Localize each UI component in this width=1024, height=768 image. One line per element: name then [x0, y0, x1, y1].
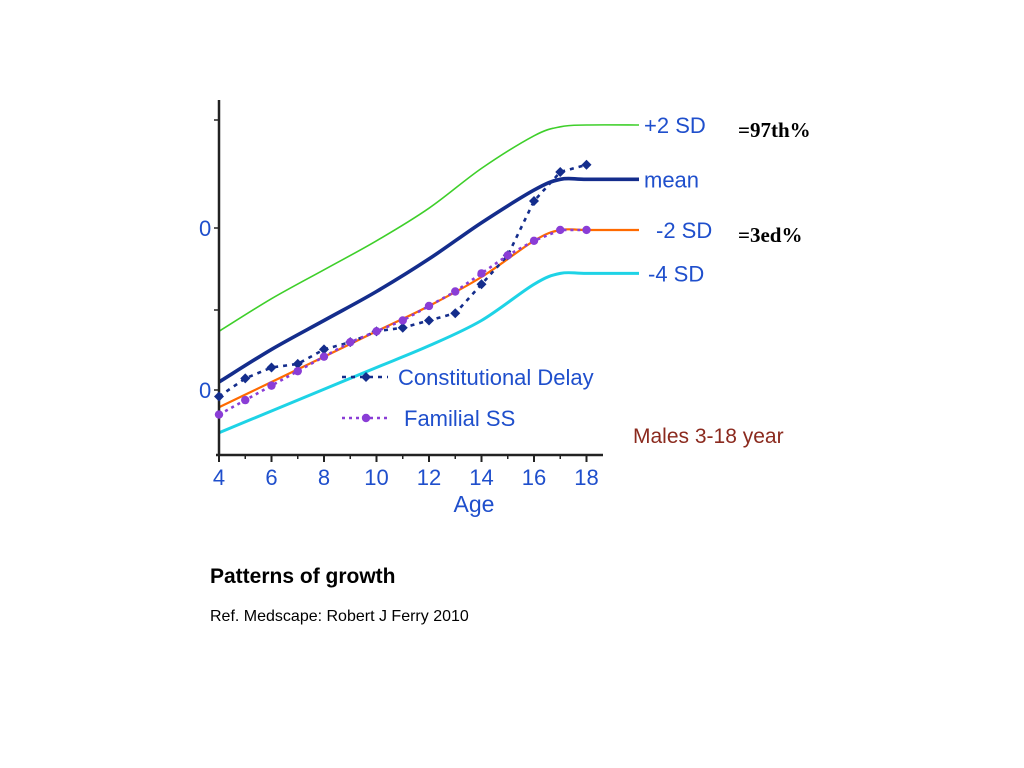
x-tick-label-7: 18 [574, 465, 598, 490]
series-1-point-4 [319, 352, 329, 361]
series-0-point-2 [266, 362, 277, 373]
x-tick-label-0: 4 [213, 465, 225, 490]
reference-curve-0 [218, 124, 640, 332]
series-0-point-9 [450, 308, 461, 319]
curve-annotation-0: =97th% [738, 118, 811, 142]
series-0-point-3 [292, 358, 303, 369]
data-series [214, 159, 592, 419]
growth-chart: 0 0 4 6 8 10 12 14 16 18 Age +2 SD =97th% mean -2 SD =… [199, 100, 811, 517]
series-line-1 [218, 228, 587, 416]
y-tick-label-1: 0 [199, 378, 211, 403]
series-0-point-13 [555, 167, 566, 178]
series-0-point-0 [214, 391, 224, 402]
x-tick-label-2: 8 [318, 465, 330, 490]
series-0-point-12 [529, 196, 539, 206]
caption-title: Patterns of growth [210, 565, 396, 588]
series-1-point-9 [451, 287, 460, 296]
series-0-point-1 [240, 373, 251, 384]
series-0-point-4 [319, 344, 329, 355]
caption-reference: Ref. Medscape: Robert J Ferry 2010 [210, 608, 469, 625]
series-1-point-11 [503, 251, 512, 260]
chart-annotation: Males 3-18 year [633, 425, 784, 448]
legend-marker-0 [361, 372, 371, 382]
legend-label-0: Constitutional Delay [398, 365, 594, 390]
curve-label-1: mean [644, 167, 699, 192]
x-tick-label-4: 12 [417, 465, 441, 490]
series-1-point-13 [556, 225, 565, 235]
series-1-point-1 [241, 395, 250, 405]
legend-label-1: Familial SS [404, 406, 515, 431]
series-1-point-8 [424, 301, 434, 311]
curve-label-3: -4 SD [648, 261, 704, 286]
series-1-point-6 [372, 327, 381, 336]
chart-labels: +2 SD =97th% mean -2 SD =3ed% -4 SD Constituti… [342, 113, 811, 448]
x-tick-label-1: 6 [265, 465, 277, 490]
series-1-point-5 [346, 337, 355, 347]
x-axis-title: Age [454, 491, 495, 517]
legend-marker-1 [361, 413, 371, 423]
x-tick-label-3: 10 [364, 465, 388, 490]
reference-curve-1 [218, 176, 639, 384]
curve-label-0: +2 SD [644, 113, 706, 138]
growth-chart-svg: 0 0 4 6 8 10 12 14 16 18 Age +2 SD =97th% mean -2 SD =… [199, 100, 811, 517]
series-0-point-8 [424, 315, 434, 326]
series-1-point-10 [477, 269, 486, 278]
x-tick-label-5: 14 [469, 465, 493, 490]
reference-curve-3 [218, 271, 639, 435]
series-0-point-14 [581, 159, 592, 170]
x-tick-label-6: 16 [522, 465, 546, 490]
y-tick-label-0: 0 [199, 216, 211, 241]
series-1-point-14 [582, 225, 591, 235]
curve-annotation-2: =3ed% [738, 223, 802, 247]
series-1-point-0 [214, 410, 224, 419]
series-1-point-12 [529, 236, 539, 246]
series-1-point-7 [398, 316, 407, 325]
curve-label-2: -2 SD [656, 218, 712, 243]
series-0-point-7 [397, 322, 408, 333]
series-1-point-3 [293, 366, 302, 376]
axes: 0 0 4 6 8 10 12 14 16 18 Age [199, 100, 603, 517]
series-1-point-2 [267, 381, 276, 390]
series-0-point-10 [476, 279, 487, 290]
